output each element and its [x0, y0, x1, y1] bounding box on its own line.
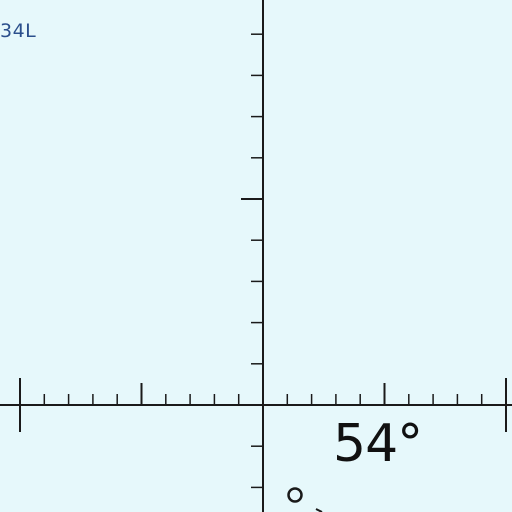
tick-marks	[19, 33, 507, 489]
angle-label: 54°	[333, 414, 423, 474]
corner-label: 34L	[0, 20, 37, 42]
point-marker	[287, 487, 303, 503]
